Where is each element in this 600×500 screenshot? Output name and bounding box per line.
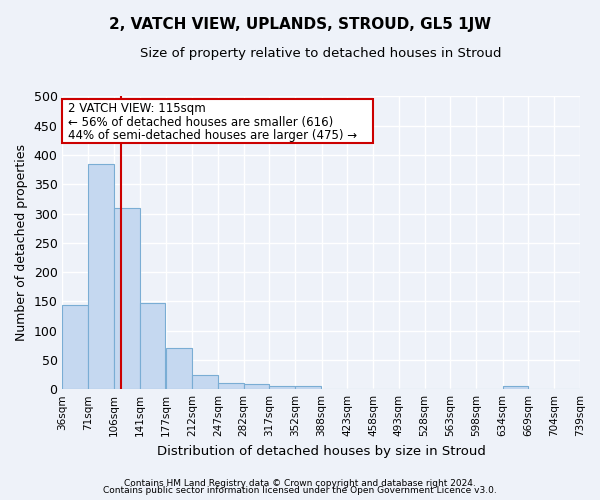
Bar	[62, 306, 88, 389]
Bar	[244, 384, 269, 389]
Bar	[88, 164, 114, 389]
Y-axis label: Number of detached properties: Number of detached properties	[15, 144, 28, 342]
Bar	[140, 303, 166, 389]
Bar	[295, 386, 321, 389]
X-axis label: Distribution of detached houses by size in Stroud: Distribution of detached houses by size …	[157, 444, 485, 458]
Text: Contains HM Land Registry data © Crown copyright and database right 2024.: Contains HM Land Registry data © Crown c…	[124, 478, 476, 488]
Text: ← 56% of detached houses are smaller (616): ← 56% of detached houses are smaller (61…	[68, 116, 334, 129]
FancyBboxPatch shape	[62, 100, 373, 143]
Bar	[269, 386, 295, 389]
Text: 2, VATCH VIEW, UPLANDS, STROUD, GL5 1JW: 2, VATCH VIEW, UPLANDS, STROUD, GL5 1JW	[109, 18, 491, 32]
Bar	[503, 386, 529, 389]
Text: 2 VATCH VIEW: 115sqm: 2 VATCH VIEW: 115sqm	[68, 102, 206, 114]
Text: Contains public sector information licensed under the Open Government Licence v3: Contains public sector information licen…	[103, 486, 497, 495]
Bar	[166, 348, 192, 389]
Text: 44% of semi-detached houses are larger (475) →: 44% of semi-detached houses are larger (…	[68, 129, 358, 142]
Title: Size of property relative to detached houses in Stroud: Size of property relative to detached ho…	[140, 48, 502, 60]
Bar	[192, 374, 218, 389]
Bar	[114, 208, 140, 389]
Bar	[218, 382, 244, 389]
